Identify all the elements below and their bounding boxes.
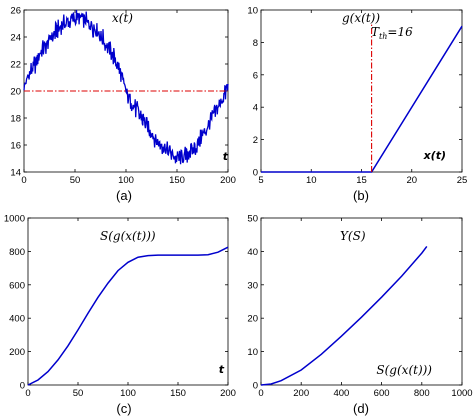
y-tick-label: 20 [247, 314, 258, 325]
data-series-line [23, 9, 229, 165]
y-tick-label: 16 [10, 141, 21, 152]
y-tick-label: 0 [20, 381, 25, 392]
x-tick-label: 600 [374, 388, 390, 399]
y-tick-label: 14 [10, 168, 21, 179]
panel-label: (b) [353, 188, 369, 203]
y-tick-label: 0 [253, 168, 258, 179]
data-series-line [260, 245, 428, 386]
y-tick-label: 6 [253, 70, 258, 81]
x-axis-label: t [219, 363, 225, 376]
panel-c: 0 50 100 150 200 0 200 400 600 800 1000 S(g(x(t))) t… [4, 214, 236, 417]
x-tick-label: 200 [293, 388, 309, 399]
x-tick-label: 0 [258, 388, 263, 399]
x-tick-label: 0 [21, 175, 26, 186]
x-tick-label: 20 [406, 175, 417, 186]
plot-frame [260, 9, 463, 173]
panel-a: 0 50 100 150 200 14 16 18 20 22 24 26 x(t) t (a) [10, 6, 236, 204]
y-tick-label: 22 [10, 60, 21, 71]
y-tick-label: 200 [9, 347, 25, 358]
x-tick-label: 200 [220, 388, 236, 399]
x-tick-label: 100 [120, 388, 136, 399]
y-tick-label: 26 [10, 6, 21, 17]
y-tick-label: 24 [10, 33, 21, 44]
x-tick-label: 100 [118, 175, 134, 186]
y-tick-label: 50 [247, 214, 258, 225]
x-tick-label: 25 [457, 175, 468, 186]
x-tick-label: 10 [306, 175, 317, 186]
annotation-value: =16 [387, 25, 413, 39]
y-tick-label: 10 [247, 6, 258, 17]
chart-title: x(t) [112, 11, 133, 25]
y-tick-label: 400 [9, 314, 25, 325]
x-tick-label: 800 [414, 388, 430, 399]
x-tick-label: 50 [73, 388, 84, 399]
plot-frame [260, 217, 463, 386]
y-tick-label: 4 [253, 103, 258, 114]
panel-d: 0 200 400 600 800 1000 0 10 20 30 40 50 Y(S) S(g(x(t)… [247, 214, 472, 417]
chart-title: Y(S) [340, 229, 366, 243]
x-axis-label: t [223, 150, 229, 163]
y-tick-label: 800 [9, 247, 25, 258]
y-tick-label: 2 [253, 135, 258, 146]
y-tick-label: 8 [253, 38, 258, 49]
threshold-annotation: Tth=16 [371, 25, 413, 41]
y-tick-label: 10 [247, 347, 258, 358]
y-tick-label: 18 [10, 114, 21, 125]
panel-label: (d) [353, 401, 369, 416]
panel-label: (a) [116, 188, 132, 203]
x-axis-label: S(g(x(t))) [376, 363, 432, 377]
y-tick-label: 0 [253, 381, 258, 392]
panel-b: 5 10 15 20 25 0 2 4 6 8 10 g(x(t)) x(t) Tth=16 (b) [247, 6, 467, 204]
x-tick-label: 150 [169, 175, 185, 186]
x-axis-label: x(t) [423, 149, 446, 162]
y-tick-label: 600 [9, 280, 25, 291]
annotation-subscript: th [379, 32, 387, 41]
x-tick-label: 150 [170, 388, 186, 399]
x-tick-label: 50 [70, 175, 81, 186]
x-tick-label: 1000 [451, 388, 472, 399]
chart-title: g(x(t)) [342, 11, 380, 25]
y-tick-label: 1000 [4, 214, 25, 225]
annotation-base: T [371, 25, 380, 39]
x-tick-label: 15 [356, 175, 367, 186]
data-series-line [27, 246, 229, 386]
y-tick-label: 40 [247, 247, 258, 258]
panel-label: (c) [116, 401, 131, 416]
x-tick-label: 200 [220, 175, 236, 186]
chart-title: S(g(x(t))) [100, 229, 156, 243]
x-tick-label: 400 [333, 388, 349, 399]
x-tick-label: 0 [25, 388, 30, 399]
y-tick-label: 20 [10, 87, 21, 98]
y-tick-label: 30 [247, 280, 258, 291]
x-tick-label: 5 [258, 175, 263, 186]
